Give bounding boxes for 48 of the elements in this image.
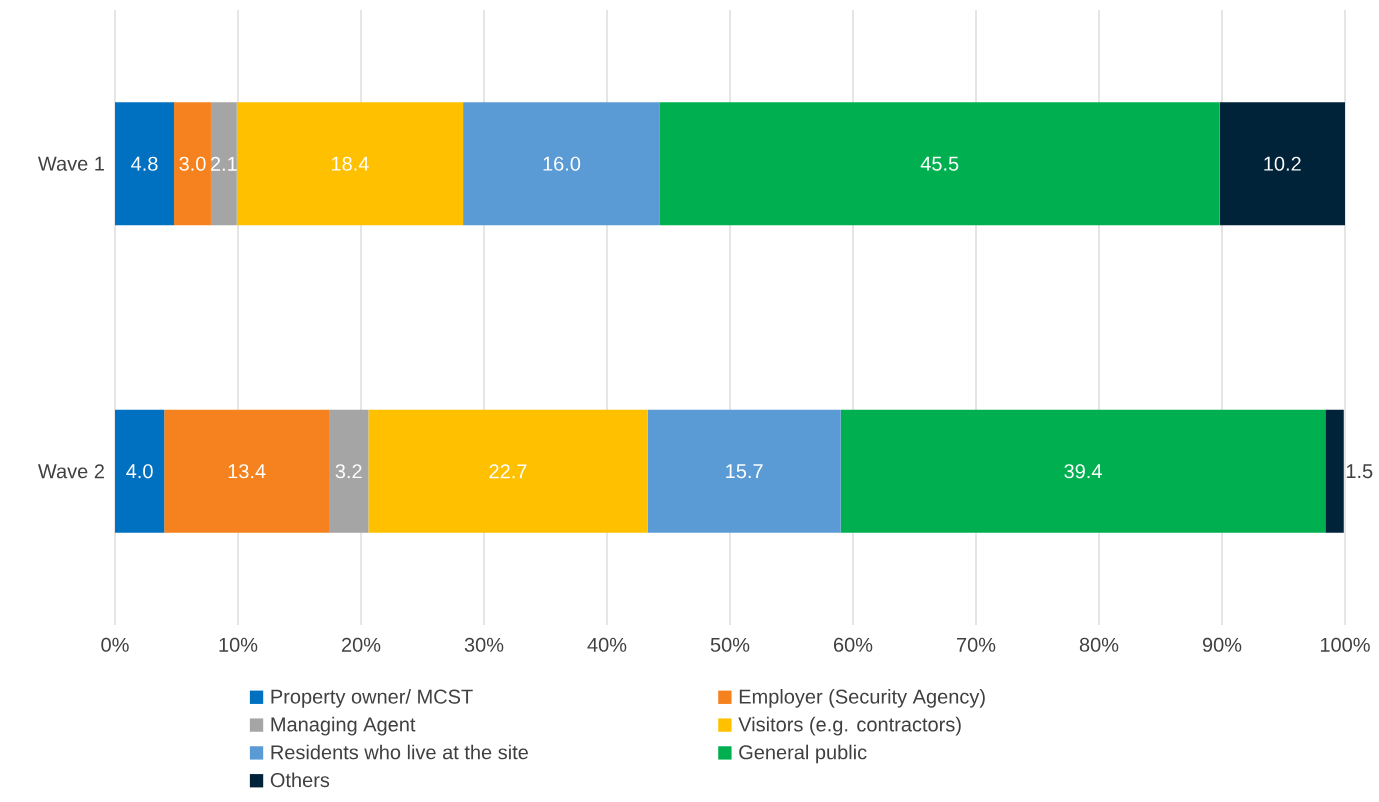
x-tick-label: 50% (710, 637, 750, 652)
legend-label: Residents who live at the site (271, 744, 528, 760)
x-tick-label: 80% (1079, 637, 1119, 652)
data-label: 4.8 (131, 156, 158, 171)
x-tick-label: 40% (587, 637, 627, 652)
data-label: 45.5 (920, 156, 959, 171)
bar (368, 409, 648, 533)
y-tick-label: Wave 2 (37, 464, 104, 479)
data-label: 15.7 (726, 464, 763, 479)
bar (115, 102, 175, 226)
data-label: 39.4 (1064, 464, 1102, 479)
bar (164, 409, 330, 533)
bar (463, 102, 660, 226)
x-tick-label: 90% (1202, 637, 1242, 652)
x-tick-label: 100% (1320, 637, 1370, 652)
bar (210, 102, 237, 226)
bar (1325, 409, 1344, 533)
data-label: 16.0 (543, 156, 581, 171)
bar (329, 409, 369, 533)
legend-label: Employer (Security Agency) (739, 689, 985, 708)
data-label: 22.7 (489, 464, 527, 479)
legend-label: Managing Agent (271, 716, 416, 736)
bar (840, 409, 1326, 533)
legend-label: Others (270, 772, 330, 788)
legend-label: Visitors (e.g. contractors) (738, 716, 961, 736)
x-tick-label: 70% (957, 637, 996, 652)
bar (236, 102, 464, 226)
y-tick-label: Wave 1 (37, 156, 104, 171)
x-tick-label: 10% (219, 637, 258, 652)
data-label: 2.1 (210, 156, 237, 171)
data-label: 3.2 (335, 464, 362, 479)
x-tick-label: 60% (834, 637, 873, 652)
bar (174, 102, 211, 226)
x-tick-label: 30% (464, 637, 504, 652)
bar (115, 409, 165, 533)
data-label: 4.0 (126, 464, 153, 479)
legend-label: General public (739, 744, 867, 764)
bar (659, 102, 1220, 226)
bar (1219, 102, 1345, 226)
data-label: 18.4 (332, 156, 369, 171)
data-label: 13.4 (228, 464, 266, 479)
data-label: 10.2 (1264, 156, 1301, 171)
data-label: 1.5 (1346, 464, 1373, 479)
bar (647, 409, 841, 533)
x-tick-label: 20% (341, 637, 381, 652)
data-label: 3.0 (179, 156, 206, 171)
x-tick-label: 0% (101, 637, 129, 652)
legend-label: Property owner/ MCST (271, 689, 473, 708)
